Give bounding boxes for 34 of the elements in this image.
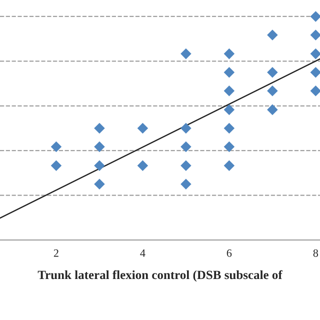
point: [267, 30, 278, 40]
point: [94, 178, 105, 190]
point: [310, 66, 320, 78]
point: [180, 160, 192, 171]
point: [94, 160, 105, 171]
point: [224, 66, 235, 78]
point: [267, 104, 278, 116]
point: [224, 48, 235, 60]
point: [224, 104, 235, 116]
point: [310, 30, 320, 40]
point: [180, 178, 192, 190]
point: [267, 66, 278, 78]
point: [267, 86, 278, 96]
point: [310, 11, 320, 22]
x-tick-label: 2: [54, 249, 58, 257]
point: [50, 141, 62, 152]
point: [224, 160, 235, 171]
point: [224, 122, 235, 134]
point: [94, 141, 105, 152]
x-axis-title: Trunk lateral flexion control (DSB subscale of: [38, 270, 282, 282]
point: [180, 48, 192, 60]
point: [137, 160, 148, 171]
x-tick-label: 8: [313, 249, 318, 257]
point: [137, 122, 148, 134]
point: [310, 48, 320, 60]
point: [224, 86, 235, 96]
x-tick-label: 4: [140, 249, 146, 257]
point: [310, 86, 320, 96]
point: [94, 122, 105, 134]
point: [224, 141, 235, 152]
point: [180, 122, 192, 134]
point: [50, 160, 62, 171]
x-tick-label: 6: [226, 249, 232, 257]
point: [180, 141, 192, 152]
